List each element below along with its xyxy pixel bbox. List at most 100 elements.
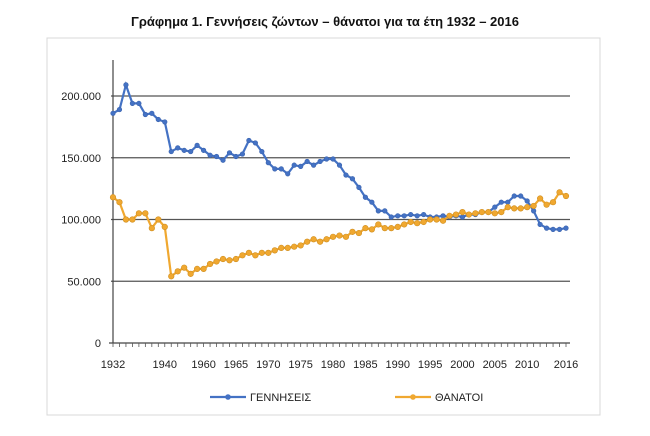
deaths-point xyxy=(465,211,473,218)
x-tick-label: 1995 xyxy=(418,359,442,371)
deaths-point xyxy=(109,194,117,201)
births-point xyxy=(129,100,136,107)
deaths-point xyxy=(349,228,356,235)
births-point xyxy=(375,208,381,214)
births-point xyxy=(259,148,265,155)
deaths-point xyxy=(414,220,421,227)
births-point xyxy=(181,147,187,153)
deaths-point xyxy=(168,273,175,280)
births-point xyxy=(272,166,278,172)
deaths-point xyxy=(498,208,505,216)
births-point xyxy=(537,221,543,228)
deaths-point xyxy=(336,232,343,239)
x-tick-label: 1940 xyxy=(153,359,177,371)
deaths-point xyxy=(362,225,369,232)
y-tick-label: 200.000 xyxy=(61,91,101,103)
deaths-point xyxy=(148,225,155,232)
births-point xyxy=(162,119,168,125)
deaths-point xyxy=(446,212,453,219)
births-point xyxy=(175,145,181,151)
deaths-point xyxy=(459,208,466,216)
deaths-point xyxy=(142,210,149,217)
deaths-point xyxy=(310,236,317,243)
births-point xyxy=(246,137,252,144)
births-point xyxy=(362,194,368,200)
deaths-point xyxy=(297,242,304,249)
deaths-point xyxy=(316,238,324,245)
deaths-point xyxy=(161,223,168,231)
births-point xyxy=(220,157,226,163)
births-point xyxy=(252,140,258,146)
births-point xyxy=(194,142,200,148)
births-point xyxy=(123,82,129,88)
x-tick-label: 2016 xyxy=(554,359,578,371)
x-tick-label: 2010 xyxy=(515,359,539,371)
births-point xyxy=(356,184,362,190)
births-point xyxy=(369,199,375,205)
deaths-point xyxy=(375,221,382,228)
births-legend-label: ΓΕΝΝΗΣΕΙΣ xyxy=(250,392,311,404)
deaths-point xyxy=(278,244,285,252)
deaths-point xyxy=(543,201,550,208)
births-point xyxy=(543,225,550,231)
deaths-point xyxy=(155,216,162,223)
births-point xyxy=(291,162,297,168)
deaths-point xyxy=(271,247,278,254)
x-tick-label: 1975 xyxy=(288,359,312,371)
deaths-point xyxy=(549,199,557,206)
births-point xyxy=(343,172,349,178)
births-point xyxy=(201,147,207,153)
x-tick-label: 1985 xyxy=(353,359,377,371)
births-point xyxy=(188,148,194,155)
deaths-point xyxy=(284,244,291,252)
x-tick-label: 1980 xyxy=(321,359,345,371)
births-point xyxy=(298,163,304,169)
deaths-point xyxy=(181,264,188,271)
deaths-point xyxy=(427,216,434,223)
births-point xyxy=(563,225,569,231)
y-tick-label: 100.000 xyxy=(61,215,101,227)
deaths-point xyxy=(517,205,524,212)
deaths-point xyxy=(537,195,544,202)
deaths-point xyxy=(213,258,220,265)
births-point xyxy=(239,151,246,157)
deaths-legend-label: ΘΑΝΑΤΟΙ xyxy=(435,392,483,404)
births-point xyxy=(311,162,317,168)
deaths-point xyxy=(420,218,427,226)
births-point xyxy=(207,152,213,158)
births-point xyxy=(349,176,356,182)
deaths-point xyxy=(245,249,252,256)
deaths-point xyxy=(433,216,440,223)
births-point xyxy=(524,198,530,204)
births-point xyxy=(408,211,414,218)
births-point xyxy=(330,156,336,162)
births-point xyxy=(395,213,401,219)
x-tick-label: 1960 xyxy=(191,359,215,371)
y-tick-label: 150.000 xyxy=(61,153,101,165)
deaths-point xyxy=(478,208,485,216)
births-point xyxy=(136,100,142,107)
births-point xyxy=(531,208,537,214)
births-point xyxy=(459,214,466,220)
births-point xyxy=(110,110,116,116)
deaths-point xyxy=(323,236,330,243)
deaths-point xyxy=(388,225,395,232)
births-point xyxy=(265,160,271,166)
deaths-point xyxy=(556,189,563,196)
x-tick-label: 1970 xyxy=(256,359,280,371)
deaths-point xyxy=(407,218,414,226)
deaths-point xyxy=(530,202,537,210)
deaths-point xyxy=(122,216,130,223)
births-point xyxy=(149,110,155,116)
deaths-point xyxy=(355,229,363,237)
births-point xyxy=(550,226,556,232)
births-point xyxy=(336,162,343,168)
deaths-point xyxy=(401,221,408,228)
deaths-point xyxy=(226,257,233,264)
deaths-point xyxy=(232,255,240,263)
deaths-point xyxy=(485,208,492,216)
births-point xyxy=(285,171,291,177)
births-point xyxy=(233,153,239,160)
x-tick-label: 1932 xyxy=(101,359,125,371)
deaths-point xyxy=(394,223,401,231)
